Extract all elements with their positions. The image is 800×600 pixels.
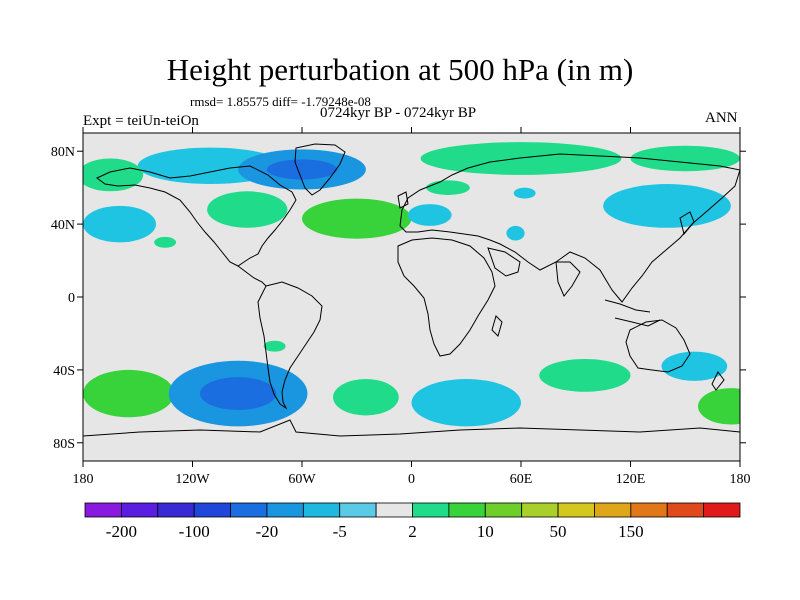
coastline-new-zealand (711, 371, 725, 391)
colorbar-swatch (375, 502, 413, 518)
lon-tick-label: 180 (730, 472, 751, 487)
colorbar-swatch (230, 502, 268, 518)
anomaly-region (539, 358, 631, 392)
coastline-uk (397, 191, 409, 209)
lon-tick-label: 60W (288, 472, 316, 487)
lon-tick-label: 0 (408, 472, 415, 487)
lon-tick-label: 120W (175, 472, 210, 487)
plot-title: Height perturbation at 500 hPa (in m) (166, 52, 634, 87)
colorbar-swatch (448, 502, 486, 518)
season-label: ANN (705, 110, 738, 126)
colorbar-label: 10 (477, 522, 494, 541)
lon-tick-label: 120E (616, 472, 646, 487)
colorbar-swatch (157, 502, 195, 518)
coastline-japan (679, 211, 695, 236)
anomaly-region-core (266, 159, 338, 180)
colorbar-swatch (193, 502, 231, 518)
anomaly-region (263, 340, 286, 352)
anomaly-region-core (326, 208, 387, 229)
lon-tick-label: 180 (73, 472, 94, 487)
colorbar-swatch (266, 502, 304, 518)
anomaly-region (426, 180, 470, 195)
colorbar-label: 2 (408, 522, 417, 541)
coastlines (83, 143, 740, 437)
lat-tick-label: 0 (68, 291, 75, 306)
lon-tick-label: 60E (510, 472, 533, 487)
coastline-africa (397, 237, 496, 357)
anomaly-region (411, 379, 521, 427)
coastline-australia (625, 319, 691, 373)
coastline-arabia (487, 247, 521, 277)
lat-tick-label: 40S (53, 364, 75, 379)
anomaly-region-core (103, 381, 154, 406)
coastline-indonesia (604, 299, 661, 327)
anomaly-region (207, 191, 288, 228)
colorbar-swatch (521, 502, 559, 518)
anomaly-region (661, 351, 728, 381)
stats-text: rmsd= 1.85575 diff= -1.79248e-08 (190, 94, 371, 109)
experiment-label: Expt = teiUn-teiOn (83, 113, 199, 129)
coastline-north-america (96, 165, 297, 267)
anomaly-region (420, 142, 622, 175)
coastline-south-america (257, 281, 323, 410)
colorbar-swatch (703, 502, 741, 518)
colorbar-swatch (484, 502, 523, 518)
anomaly-region-core (712, 397, 740, 416)
lat-tick-label: 80N (51, 145, 75, 160)
lat-tick-label: 80S (53, 437, 75, 452)
coastline-india (555, 261, 581, 297)
anomaly-region (83, 205, 156, 243)
anomaly-region-core (199, 377, 277, 410)
anomaly-region (83, 158, 144, 192)
colorbar: -200 -100 -20 -5 2 10 50 150 (84, 502, 741, 541)
plot-subtitle: 0724kyr BP - 0724kyr BP (320, 105, 477, 121)
colorbar-swatch (84, 502, 122, 518)
anomaly-region (333, 379, 399, 416)
anomaly-region (506, 225, 525, 241)
colorbar-label: -100 (179, 522, 210, 541)
colorbar-label: -200 (106, 522, 137, 541)
coastline-central-america (237, 265, 267, 287)
anomaly-region (154, 236, 177, 248)
colorbar-swatch (594, 502, 632, 518)
coastline-greenland (294, 143, 346, 196)
anomaly-region (407, 204, 452, 226)
anomaly-region (513, 187, 536, 199)
coastline-eurasia (399, 153, 740, 303)
axis-ticks: 80N 40N 0 40S 80S 180 120W 60W 0 60E 120E 180 (51, 127, 751, 487)
colorbar-swatch (302, 502, 341, 518)
coastline-madagascar (491, 315, 503, 337)
lat-tick-label: 40N (51, 218, 75, 233)
colorbar-swatch (412, 502, 450, 518)
colorbar-swatch (557, 502, 595, 518)
colorbar-swatch (666, 502, 705, 518)
colorbar-swatch (339, 502, 377, 518)
colorbar-swatch (630, 502, 668, 518)
coastline-antarctica (83, 419, 740, 437)
colorbar-label: -20 (256, 522, 279, 541)
anomaly-layer (83, 142, 740, 427)
colorbar-label: 50 (550, 522, 567, 541)
colorbar-label: -5 (333, 522, 347, 541)
anomaly-region (603, 184, 731, 228)
colorbar-label: 150 (618, 522, 644, 541)
colorbar-swatch (120, 502, 159, 518)
